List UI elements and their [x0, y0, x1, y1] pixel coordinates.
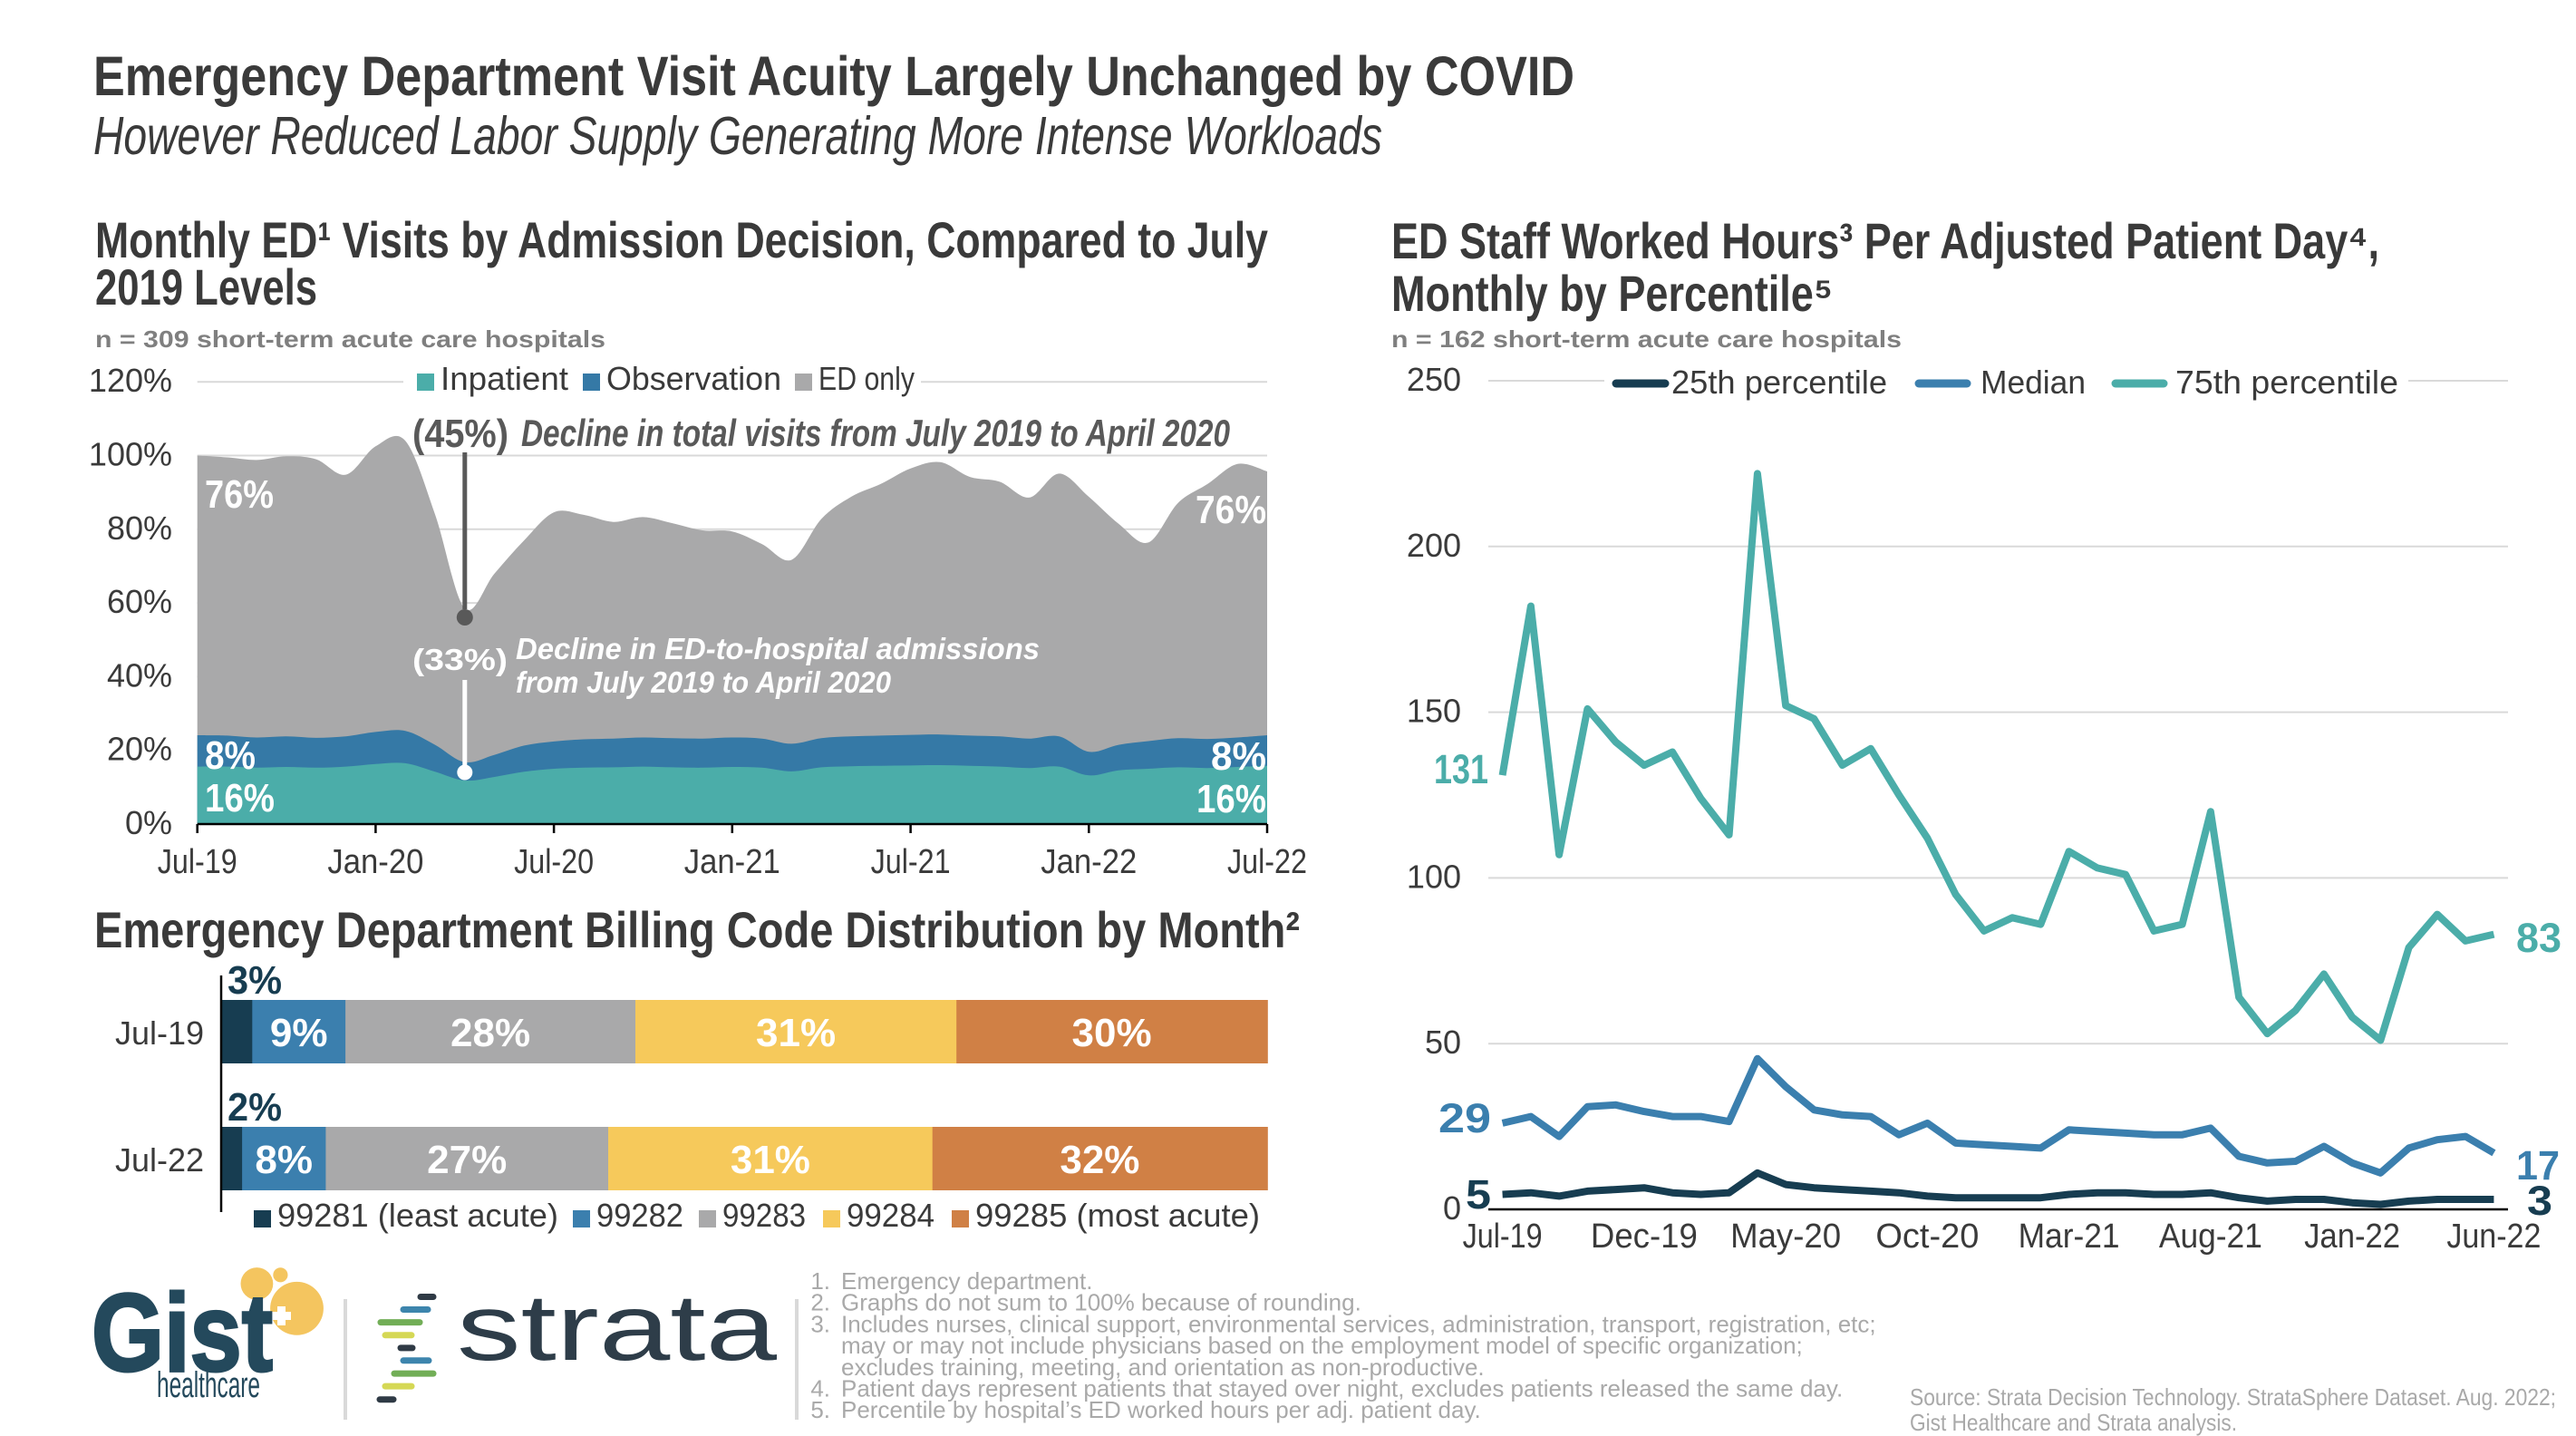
svg-text:Jul-19: Jul-19: [115, 1014, 204, 1052]
svg-text:32%: 32%: [1060, 1138, 1139, 1182]
svg-text:Graphs do not sum to 100% bec: Graphs do not sum to 100% because of rou…: [841, 1289, 1361, 1316]
svg-text:Jan-20: Jan-20: [327, 843, 423, 881]
svg-text:3: 3: [2527, 1178, 2552, 1224]
svg-text:8%: 8%: [255, 1138, 313, 1182]
svg-text:ED Staff Worked Hours³ Per Adj: ED Staff Worked Hours³ Per Adjusted Pati…: [1391, 212, 2379, 269]
svg-text:27%: 27%: [427, 1138, 507, 1182]
svg-text:16%: 16%: [205, 776, 275, 820]
svg-text:2019 Levels: 2019 Levels: [95, 258, 317, 315]
svg-text:0: 0: [1443, 1189, 1461, 1227]
svg-text:Mar-21: Mar-21: [2019, 1218, 2120, 1256]
svg-text:131: 131: [1434, 746, 1488, 792]
svg-text:25th percentile: 25th percentile: [1671, 364, 1887, 401]
svg-text:31%: 31%: [756, 1011, 836, 1055]
svg-text:Decline in ED-to-hospital admi: Decline in ED-to-hospital admissions: [516, 632, 1040, 665]
svg-text:31%: 31%: [731, 1138, 810, 1182]
svg-text:200: 200: [1407, 527, 1461, 564]
svg-text:50: 50: [1425, 1024, 1461, 1061]
svg-text:Jun-22: Jun-22: [2446, 1218, 2541, 1256]
svg-text:5: 5: [1466, 1171, 1491, 1218]
svg-text:0%: 0%: [125, 804, 172, 841]
svg-text:5.: 5.: [810, 1396, 830, 1423]
svg-text:3.: 3.: [810, 1310, 830, 1337]
svg-text:80%: 80%: [107, 509, 172, 547]
svg-text:8%: 8%: [205, 733, 256, 778]
svg-text:99283: 99283: [722, 1197, 806, 1234]
svg-text:from July 2019 to April 2020: from July 2019 to April 2020: [516, 665, 892, 699]
svg-text:99281 (least acute): 99281 (least acute): [277, 1197, 558, 1234]
svg-text:29: 29: [1438, 1095, 1491, 1141]
svg-text:However Reduced Labor Supply G: However Reduced Labor Supply Generating …: [93, 106, 1382, 166]
svg-text:(45%): (45%): [412, 412, 508, 456]
svg-text:Monthly by Percentile⁵: Monthly by Percentile⁵: [1391, 265, 1833, 322]
svg-text:2.: 2.: [810, 1289, 830, 1316]
svg-text:Decline in total visits from J: Decline in total visits from July 2019 t…: [521, 412, 1230, 454]
svg-text:Jan-22: Jan-22: [2304, 1218, 2400, 1256]
svg-text:Jan-21: Jan-21: [684, 843, 780, 881]
svg-text:Includes nurses, clinical supp: Includes nurses, clinical support, envir…: [841, 1310, 1876, 1337]
svg-text:Median: Median: [1980, 364, 2086, 401]
svg-text:Inpatient: Inpatient: [441, 360, 568, 397]
svg-text:40%: 40%: [107, 656, 172, 694]
svg-text:60%: 60%: [107, 583, 172, 620]
svg-text:99284: 99284: [847, 1197, 935, 1234]
svg-text:250: 250: [1407, 361, 1461, 398]
svg-text:may or may not include physici: may or may not include physicians based …: [841, 1332, 1803, 1359]
svg-text:99285 (most acute): 99285 (most acute): [975, 1197, 1260, 1234]
svg-text:Jan-22: Jan-22: [1041, 843, 1137, 881]
svg-text:healthcare: healthcare: [157, 1365, 260, 1405]
svg-text:4.: 4.: [810, 1375, 830, 1402]
svg-text:Jul-22: Jul-22: [115, 1141, 204, 1179]
svg-text:May-20: May-20: [1730, 1218, 1841, 1256]
svg-text:30%: 30%: [1072, 1011, 1152, 1055]
svg-text:150: 150: [1407, 693, 1461, 730]
svg-text:28%: 28%: [450, 1011, 530, 1055]
svg-text:n = 162 short-term acute care: n = 162 short-term acute care hospitals: [1391, 325, 1902, 353]
svg-text:100: 100: [1407, 858, 1461, 895]
svg-text:Observation: Observation: [606, 360, 781, 397]
svg-text:Gist: Gist: [92, 1271, 273, 1394]
svg-text:Jul-19: Jul-19: [1463, 1218, 1543, 1256]
svg-text:100%: 100%: [89, 436, 172, 473]
svg-text:9%: 9%: [270, 1011, 328, 1055]
svg-text:1.: 1.: [810, 1267, 830, 1295]
svg-text:20%: 20%: [107, 731, 172, 768]
svg-text:Jul-20: Jul-20: [514, 843, 594, 881]
svg-text:Jul-21: Jul-21: [871, 843, 951, 881]
svg-text:Percentile by hospital’s ED wo: Percentile by hospital’s ED worked hours…: [841, 1396, 1481, 1423]
svg-text:Jul-22: Jul-22: [1227, 843, 1307, 881]
svg-text:Oct-20: Oct-20: [1875, 1218, 1979, 1256]
svg-text:Emergency Department Visit Acu: Emergency Department Visit Acuity Largel…: [93, 45, 1574, 107]
svg-text:2%: 2%: [228, 1085, 282, 1130]
svg-text:Emergency department.: Emergency department.: [841, 1267, 1092, 1295]
svg-text:Dec-19: Dec-19: [1591, 1218, 1698, 1256]
svg-text:83: 83: [2516, 915, 2561, 961]
svg-text:Jul-19: Jul-19: [158, 843, 237, 881]
svg-text:n = 309 short-term acute care: n = 309 short-term acute care hospitals: [95, 325, 605, 353]
svg-text:Aug-21: Aug-21: [2159, 1218, 2262, 1256]
svg-text:17: 17: [2516, 1142, 2560, 1189]
svg-text:76%: 76%: [1196, 488, 1266, 532]
svg-text:Patient days represent patient: Patient days represent patients that sta…: [841, 1375, 1843, 1402]
svg-text:strata: strata: [457, 1276, 777, 1381]
svg-text:(33%): (33%): [412, 643, 508, 676]
svg-text:excludes training, meeting, an: excludes training, meeting, and orientat…: [841, 1354, 1485, 1381]
svg-text:Source: Strata Decision Techno: Source: Strata Decision Technology. Stra…: [1910, 1383, 2556, 1411]
svg-text:Monthly ED¹ Visits by Admissio: Monthly ED¹ Visits by Admission Decision…: [95, 211, 1268, 268]
svg-text:Emergency Department Billing C: Emergency Department Billing Code Distri…: [94, 901, 1300, 958]
svg-text:75th percentile: 75th percentile: [2175, 364, 2398, 401]
svg-text:76%: 76%: [205, 472, 274, 517]
svg-text:99282: 99282: [596, 1197, 683, 1234]
svg-text:8%: 8%: [1211, 734, 1266, 779]
svg-text:3%: 3%: [228, 958, 282, 1003]
svg-text:Gist Healthcare and Strata ana: Gist Healthcare and Strata analysis.: [1910, 1409, 2237, 1436]
svg-text:120%: 120%: [89, 362, 172, 399]
svg-text:ED only: ED only: [818, 360, 915, 397]
svg-text:16%: 16%: [1196, 777, 1266, 821]
